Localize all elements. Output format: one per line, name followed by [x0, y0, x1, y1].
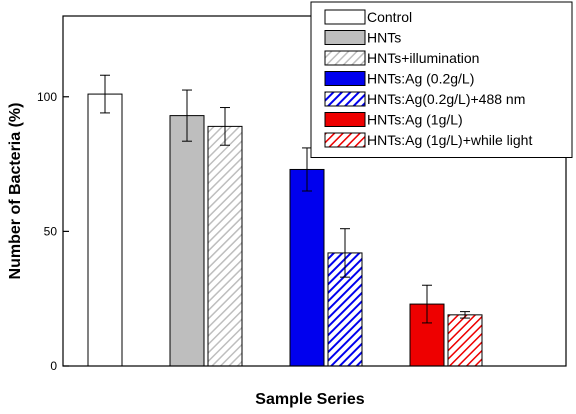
legend-swatch — [324, 50, 366, 66]
legend-label: HNTs+illumination — [367, 50, 479, 66]
y-tick-label: 50 — [44, 224, 58, 238]
legend: Control HNTs HNTs+illumination HNTs:Ag (0.2… — [310, 1, 573, 158]
legend-label: HNTs:Ag (1g/L) — [367, 112, 463, 128]
legend-swatch — [324, 91, 366, 107]
legend-swatch — [324, 9, 366, 25]
bar — [289, 168, 325, 367]
y-tick-label: 0 — [50, 359, 57, 373]
legend-label: HNTs — [367, 30, 401, 46]
legend-swatch — [324, 30, 366, 45]
bar — [169, 115, 205, 367]
legend-label: Control — [367, 9, 412, 25]
legend-label: HNTs:Ag (0.2g/L) — [367, 71, 474, 87]
bar — [207, 125, 243, 367]
x-axis-title: Sample Series — [255, 391, 365, 408]
y-axis-title: Number of Bacteria (%) — [7, 103, 24, 280]
legend-label: HNTs:Ag (1g/L)+while light — [367, 132, 532, 148]
legend-swatch — [324, 71, 366, 86]
bar — [87, 93, 123, 367]
legend-label: HNTs:Ag(0.2g/L)+488 nm — [367, 91, 525, 107]
y-tick-label: 100 — [37, 90, 57, 104]
legend-swatch — [324, 112, 366, 127]
legend-swatch — [324, 132, 366, 148]
bar — [447, 314, 483, 367]
